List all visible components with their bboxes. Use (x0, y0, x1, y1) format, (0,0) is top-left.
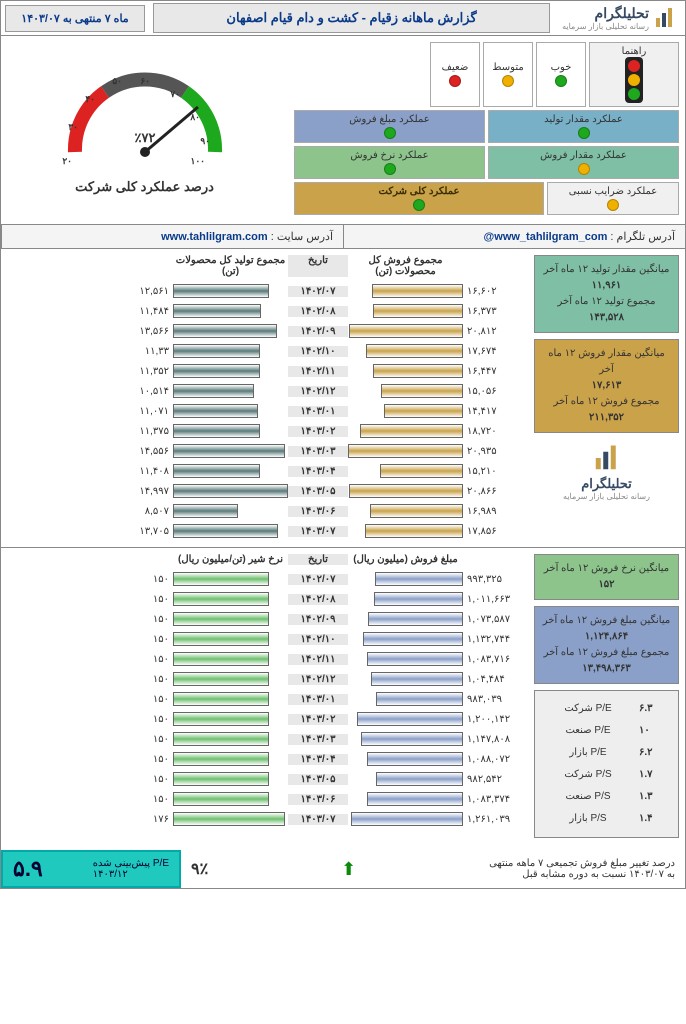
hdr-rate: نرخ شیر (تن/میلیون ریال) (173, 554, 288, 565)
metric-sales-rate: عملکرد نرخ فروش (294, 146, 485, 179)
section-amount-rate: میانگین نرخ فروش ۱۲ ماه آخر۱۵۲ میانگین م… (1, 548, 685, 850)
gauge-icon: ۲۰۳۰۴۰ ۵۰۶۰۷۰ ۸۰۹۰۱۰۰ ٪۷۲ (50, 42, 240, 172)
data-row: ۲۰,۸۶۶ ۱۴۰۳/۰۵ ۱۴,۹۹۷ (7, 481, 528, 501)
svg-text:۶۰: ۶۰ (140, 76, 150, 86)
data-row: ۹۸۲,۵۴۲ ۱۴۰۳/۰۵ ۱۵۰ (7, 769, 528, 789)
metric-overall: عملکرد کلی شرکت (294, 182, 544, 215)
footer: درصد تغییر مبلغ فروش تجمیعی ۷ ماهه منتهی… (1, 850, 685, 888)
hdr-date-2: تاریخ (288, 554, 348, 565)
arrow-up-icon: ⬆ (341, 859, 356, 880)
data-row: ۱۸,۷۲۰ ۱۴۰۳/۰۲ ۱۱,۳۷۵ (7, 421, 528, 441)
data-row: ۱,۰۱۱,۶۶۳ ۱۴۰۲/۰۸ ۱۵۰ (7, 589, 528, 609)
telegram-link: آدرس تلگرام : @www_tahlilgram_com (343, 225, 685, 248)
svg-text:۳۰: ۳۰ (68, 122, 78, 132)
report-title: گزارش ماهانه زقیام - کشت و دام قیام اصفه… (153, 3, 550, 33)
data-row: ۱۷,۸۵۶ ۱۴۰۳/۰۷ ۱۳,۷۰۵ (7, 521, 528, 541)
legend-weak: ضعیف (430, 42, 480, 107)
site-url[interactable]: www.tahlilgram.com (161, 231, 268, 243)
gauge-title: درصد عملکرد کلی شرکت (7, 179, 282, 195)
footer-pct: ۹٪ (191, 859, 208, 879)
data-row: ۱,۰۸۳,۷۱۶ ۱۴۰۲/۱۱ ۱۵۰ (7, 649, 528, 669)
svg-text:۷۰: ۷۰ (169, 89, 180, 99)
svg-text:۹۰: ۹۰ (200, 136, 210, 146)
side-amount-avg: میانگین مبلغ فروش ۱۲ ماه آخر۱,۱۲۴,۸۶۴ مج… (534, 606, 679, 684)
side-sales-avg: میانگین مقدار فروش ۱۲ ماه آخر۱۷,۶۱۳ مجمو… (534, 339, 679, 433)
data-row: ۱,۰۸۳,۳۷۴ ۱۴۰۳/۰۶ ۱۵۰ (7, 789, 528, 809)
data-row: ۱۶,۳۷۳ ۱۴۰۲/۰۸ ۱۱,۴۸۴ (7, 301, 528, 321)
legend-medium: متوسط (483, 42, 533, 107)
data-row: ۱,۰۷۳,۵۸۷ ۱۴۰۲/۰۹ ۱۵۰ (7, 609, 528, 629)
brand-logo: تحلیلگرام رسانه تحلیلی بازار سرمایه (554, 1, 685, 35)
svg-text:۲۰: ۲۰ (62, 156, 72, 166)
data-row: ۱۶,۴۴۷ ۱۴۰۲/۱۱ ۱۱,۳۵۲ (7, 361, 528, 381)
svg-text:۱۰۰: ۱۰۰ (190, 156, 205, 166)
side-prod-avg: میانگین مقدار تولید ۱۲ ماه آخر۱۱,۹۶۱ مجم… (534, 255, 679, 333)
hdr-sales-qty: مجموع فروش کل محصولات (تن) (348, 255, 463, 277)
data-row: ۱۶,۶۰۲ ۱۴۰۲/۰۷ ۱۲,۵۶۱ (7, 281, 528, 301)
data-row: ۱,۱۴۷,۸۰۸ ۱۴۰۳/۰۳ ۱۵۰ (7, 729, 528, 749)
data-row: ۱۵,۲۱۰ ۱۴۰۳/۰۴ ۱۱,۴۰۸ (7, 461, 528, 481)
gauge: ۲۰۳۰۴۰ ۵۰۶۰۷۰ ۸۰۹۰۱۰۰ ٪۷۲ درصد عملکرد کل… (7, 42, 282, 195)
data-row: ۱۶,۹۸۹ ۱۴۰۳/۰۶ ۸,۵۰۷ (7, 501, 528, 521)
svg-text:۵۰: ۵۰ (112, 76, 122, 86)
svg-text:٪۷۲: ٪۷۲ (134, 130, 155, 145)
metric-sales-qty: عملکرد مقدار فروش (488, 146, 679, 179)
data-row: ۲۰,۸۱۲ ۱۴۰۲/۰۹ ۱۳,۵۶۶ (7, 321, 528, 341)
data-row: ۲۰,۹۳۵ ۱۴۰۳/۰۳ ۱۴,۵۵۶ (7, 441, 528, 461)
side-logo: تحلیلگرام رسانه تحلیلی بازار سرمایه (534, 439, 679, 505)
forward-pe-box: P/E پیش‌بینی شده ۱۴۰۳/۱۲ ۵.۹ (1, 850, 181, 888)
side-rate-avg: میانگین نرخ فروش ۱۲ ماه آخر۱۵۲ (534, 554, 679, 600)
brand-tagline: رسانه تحلیلی بازار سرمایه (562, 22, 649, 31)
section-production-sales: میانگین مقدار تولید ۱۲ ماه آخر۱۱,۹۶۱ مجم… (1, 249, 685, 548)
data-row: ۹۸۳,۰۳۹ ۱۴۰۳/۰۱ ۱۵۰ (7, 689, 528, 709)
footer-text-1: درصد تغییر مبلغ فروش تجمیعی ۷ ماهه منتهی (489, 858, 675, 869)
hdr-prod-qty: مجموع تولید کل محصولات (تن) (173, 255, 288, 277)
traffic-light-icon (625, 57, 643, 103)
brand-name: تحلیلگرام (595, 5, 649, 21)
report-period: ماه ۷ منتهی به ۱۴۰۳/۰۷ (5, 5, 145, 32)
side-ratios: ۶.۳P/E شرکت۱۰P/E صنعت۶.۲P/E بازار۱.۷P/S … (534, 690, 679, 838)
data-row: ۹۹۳,۳۲۵ ۱۴۰۲/۰۷ ۱۵۰ (7, 569, 528, 589)
data-row: ۱,۲۶۱,۰۳۹ ۱۴۰۳/۰۷ ۱۷۶ (7, 809, 528, 829)
metric-prod-qty: عملکرد مقدار تولید (488, 110, 679, 143)
forward-pe-value: ۵.۹ (13, 856, 43, 882)
hdr-date: تاریخ (288, 255, 348, 277)
data-row: ۱۵,۰۵۶ ۱۴۰۲/۱۲ ۱۰,۵۱۴ (7, 381, 528, 401)
logo-icon (653, 6, 677, 30)
data-row: ۱,۱۳۲,۷۴۴ ۱۴۰۲/۱۰ ۱۵۰ (7, 629, 528, 649)
data-row: ۱,۰۸۸,۰۷۲ ۱۴۰۳/۰۴ ۱۵۰ (7, 749, 528, 769)
data-row: ۱۴,۴۱۷ ۱۴۰۳/۰۱ ۱۱,۰۷۱ (7, 401, 528, 421)
legend-guide: راهنما (589, 42, 679, 107)
telegram-handle[interactable]: @www_tahlilgram_com (484, 231, 608, 243)
data-row: ۱,۰۴,۴۸۴ ۱۴۰۲/۱۲ ۱۵۰ (7, 669, 528, 689)
footer-text-2: به ۱۴۰۳/۰۷ نسبت به دوره مشابه قبل (489, 869, 675, 880)
data-row: ۱۷,۶۷۴ ۱۴۰۲/۱۰ ۱۱,۳۳ (7, 341, 528, 361)
metric-sales-amt: عملکرد مبلغ فروش (294, 110, 485, 143)
data-row: ۱,۲۰۰,۱۴۲ ۱۴۰۳/۰۲ ۱۵۰ (7, 709, 528, 729)
svg-text:۴۰: ۴۰ (85, 94, 95, 104)
hdr-amount: مبلغ فروش (میلیون ریال) (348, 554, 463, 565)
metric-rel-ratios: عملکرد ضرایب نسبی (547, 182, 679, 215)
legend-good: خوب (536, 42, 586, 107)
site-link: آدرس سایت : www.tahlilgram.com (1, 225, 343, 248)
